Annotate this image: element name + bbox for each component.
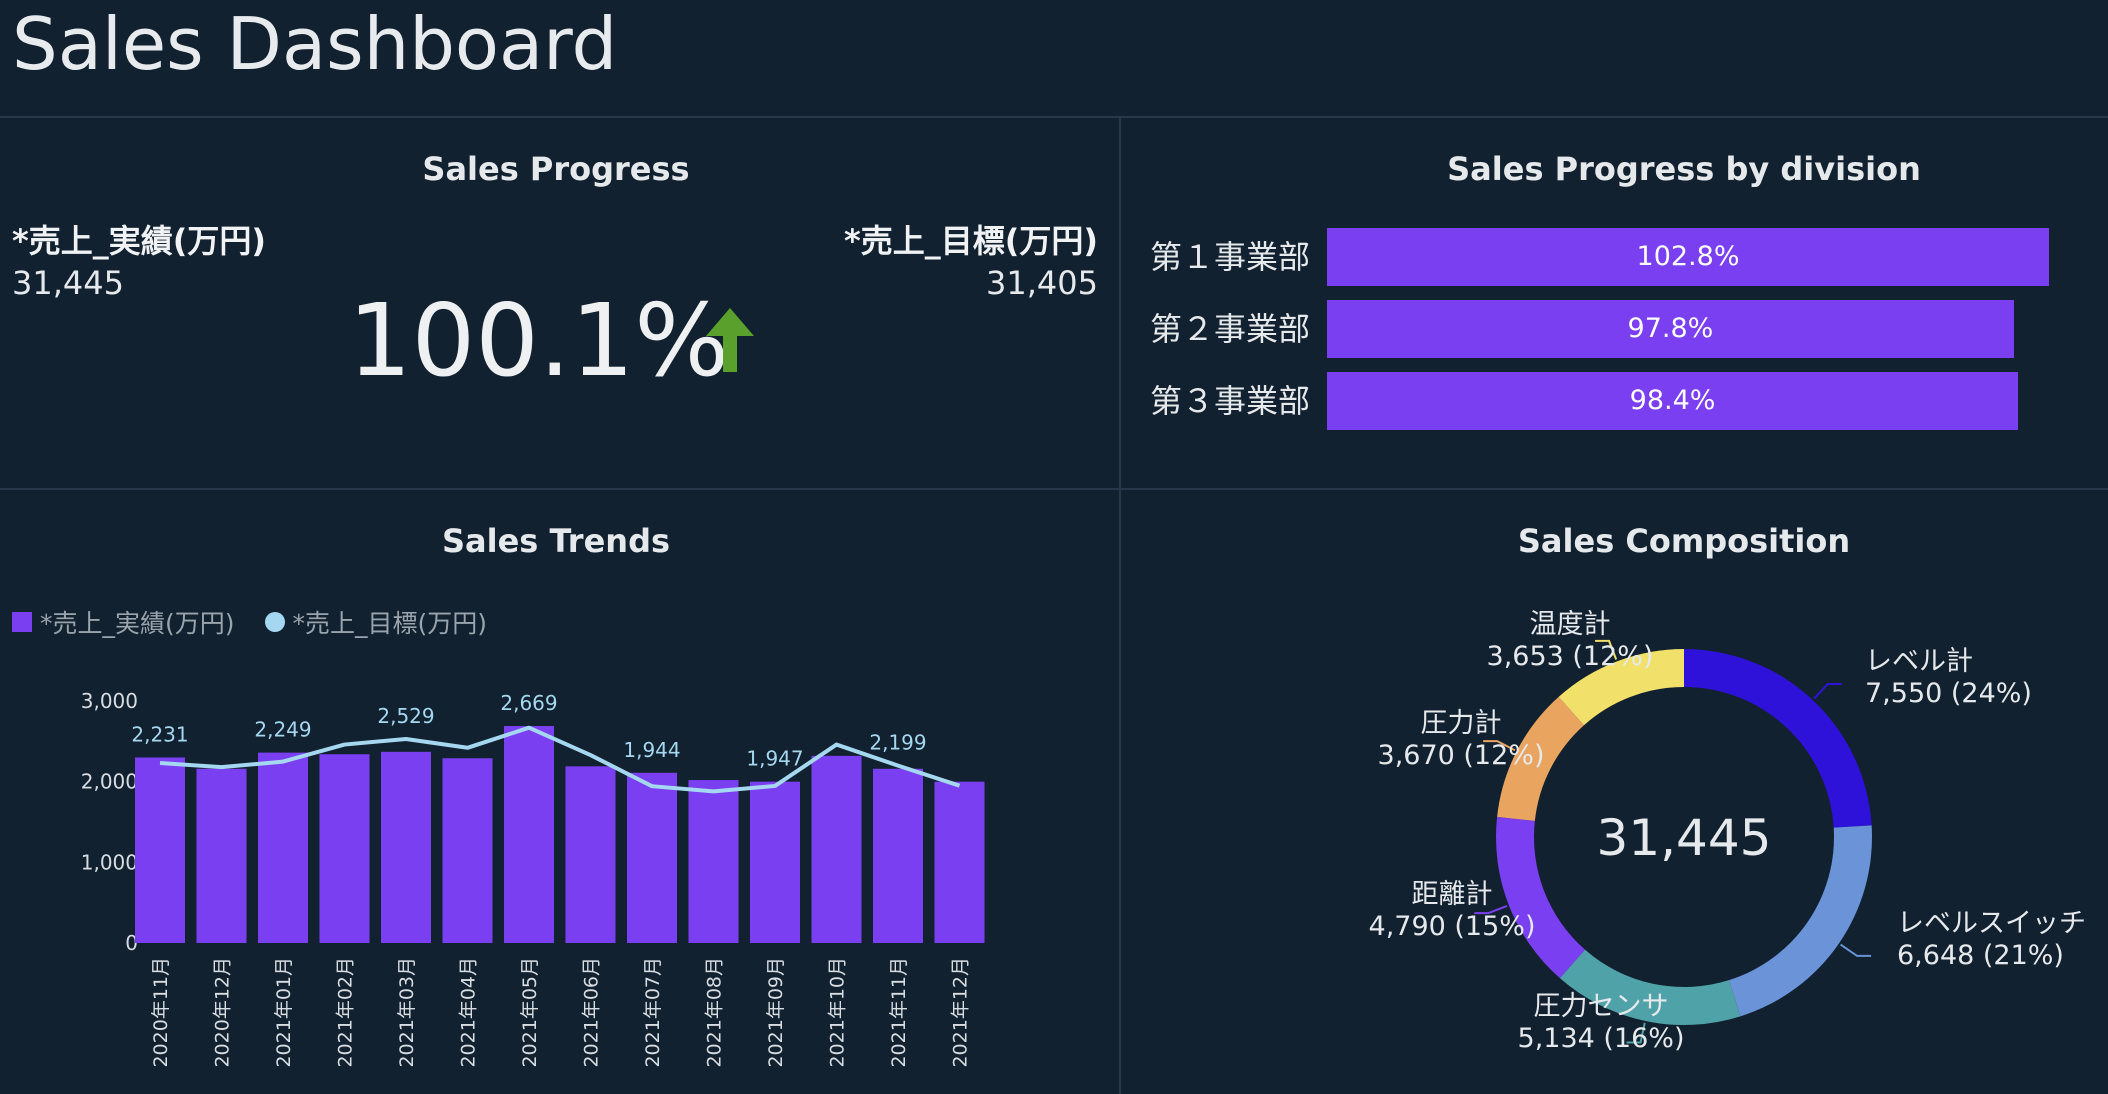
x-tick-label: 2021年05月	[519, 957, 541, 1068]
division-bar-value: 102.8%	[1636, 241, 1740, 272]
division-label: 第３事業部	[1150, 382, 1311, 420]
donut-slice[interactable]	[1496, 816, 1585, 979]
dashboard-header: Sales Dashboard	[0, 0, 2108, 118]
data-label: 1,947	[746, 747, 803, 771]
slice-value-label: 3,670 (12%)	[1378, 740, 1545, 771]
division-bar[interactable]	[1327, 228, 2049, 286]
data-label: 2,249	[254, 718, 311, 742]
leader-line	[1474, 904, 1508, 915]
x-tick-label: 2021年08月	[704, 957, 726, 1068]
trend-bar[interactable]	[258, 752, 308, 943]
actual-label: *売上_実績(万円)	[12, 222, 266, 260]
data-label: 2,231	[131, 722, 188, 746]
slice-name-label: 温度計	[1530, 609, 1611, 640]
horizontal-divider	[0, 488, 2108, 490]
trend-bar[interactable]	[504, 726, 554, 943]
donut-center-total: 31,445	[1597, 809, 1772, 867]
x-tick-label: 2021年03月	[396, 957, 418, 1068]
x-tick-label: 2021年07月	[642, 957, 664, 1068]
sales-progress-title: Sales Progress	[422, 150, 690, 188]
sales-trends-chart[interactable]: 0 1,000 2,000 3,000 2,231 2,249 2,529 2,669 1,94…	[0, 680, 1110, 1090]
trend-bar[interactable]	[442, 758, 493, 943]
data-label: 2,669	[500, 691, 557, 715]
legend-target-label: *売上_目標(万円)	[292, 609, 488, 638]
y-tick-label: 0	[125, 931, 138, 955]
data-label: 2,199	[869, 731, 926, 755]
x-tick-label: 2021年12月	[950, 957, 972, 1068]
division-label: 第１事業部	[1150, 238, 1311, 276]
x-tick-label: 2021年06月	[581, 957, 603, 1068]
donut-slice[interactable]	[1728, 825, 1872, 1017]
division-label: 第２事業部	[1150, 310, 1311, 348]
x-tick-label: 2021年01月	[273, 957, 295, 1068]
donut-slice[interactable]	[1558, 649, 1684, 726]
data-label: 2,529	[377, 704, 434, 728]
leader-line	[1595, 639, 1618, 660]
x-tick-label: 2020年12月	[212, 957, 234, 1068]
legend-target-swatch	[264, 612, 285, 632]
legend-actual-swatch	[12, 612, 32, 632]
division-bar[interactable]	[1327, 372, 2019, 430]
slice-value-label: 7,550 (24%)	[1865, 678, 2032, 709]
trend-bar[interactable]	[627, 772, 677, 943]
trend-bar[interactable]	[196, 768, 247, 943]
trend-bar[interactable]	[319, 754, 370, 943]
slice-value-label: 4,790 (15%)	[1369, 911, 1536, 942]
y-tick-label: 2,000	[81, 770, 138, 794]
dashboard-title: Sales Dashboard	[12, 2, 618, 86]
slice-name-label: 圧力センサ	[1534, 991, 1669, 1022]
trend-bar[interactable]	[381, 751, 431, 943]
target-label: *売上_目標(万円)	[844, 222, 1098, 260]
target-line[interactable]	[159, 725, 961, 794]
vertical-divider	[1119, 117, 1121, 1094]
leader-line	[1813, 682, 1842, 700]
x-tick-label: 2021年09月	[765, 957, 787, 1068]
division-title: Sales Progress by division	[1447, 150, 1921, 188]
trend-bar[interactable]	[811, 755, 862, 943]
slice-value-label: 3,653 (12%)	[1487, 641, 1654, 672]
sales-composition-title: Sales Composition	[1517, 522, 1851, 560]
slice-value-label: 5,134 (16%)	[1518, 1023, 1685, 1054]
trend-bar[interactable]	[750, 781, 800, 943]
donut-slice[interactable]	[1559, 949, 1741, 1025]
trend-bar[interactable]	[934, 781, 985, 943]
donut-slice[interactable]	[1684, 649, 1872, 828]
division-bar-value: 97.8%	[1627, 313, 1714, 344]
division-bar[interactable]	[1327, 300, 2014, 358]
donut-slice[interactable]	[1497, 696, 1584, 821]
trend-bar[interactable]	[565, 766, 616, 943]
leader-line	[1483, 740, 1516, 752]
x-tick-label: 2021年10月	[827, 957, 849, 1068]
x-tick-label: 2021年02月	[335, 957, 357, 1068]
slice-name-label: 圧力計	[1421, 708, 1502, 739]
slice-value-label: 6,648 (21%)	[1897, 940, 2064, 971]
sales-trends-title: Sales Trends	[441, 522, 671, 560]
actual-value: 31,445	[12, 264, 124, 302]
target-value: 31,405	[986, 264, 1098, 302]
x-tick-label: 2020年11月	[150, 957, 172, 1068]
leader-line	[1626, 1022, 1646, 1044]
trend-bar[interactable]	[688, 780, 739, 943]
legend-actual-label: *売上_実績(万円)	[40, 609, 235, 638]
slice-name-label: レベル計	[1865, 646, 1973, 677]
trends-legend[interactable]: *売上_実績(万円) *売上_目標(万円)	[12, 604, 487, 640]
data-label: 1,944	[623, 738, 680, 762]
leader-line	[1840, 943, 1872, 957]
up-arrow-icon	[706, 308, 754, 372]
y-tick-label: 1,000	[81, 850, 138, 874]
progress-percent: 100.1%	[348, 282, 730, 399]
y-tick-label: 3,000	[81, 689, 138, 713]
division-bar-value: 98.4%	[1629, 385, 1716, 416]
x-tick-label: 2021年04月	[458, 957, 480, 1068]
trend-bar[interactable]	[135, 757, 185, 943]
slice-name-label: レベルスイッチ	[1897, 908, 2086, 939]
x-tick-label: 2021年11月	[888, 957, 910, 1068]
trend-bar[interactable]	[873, 768, 923, 943]
slice-name-label: 距離計	[1412, 879, 1493, 910]
